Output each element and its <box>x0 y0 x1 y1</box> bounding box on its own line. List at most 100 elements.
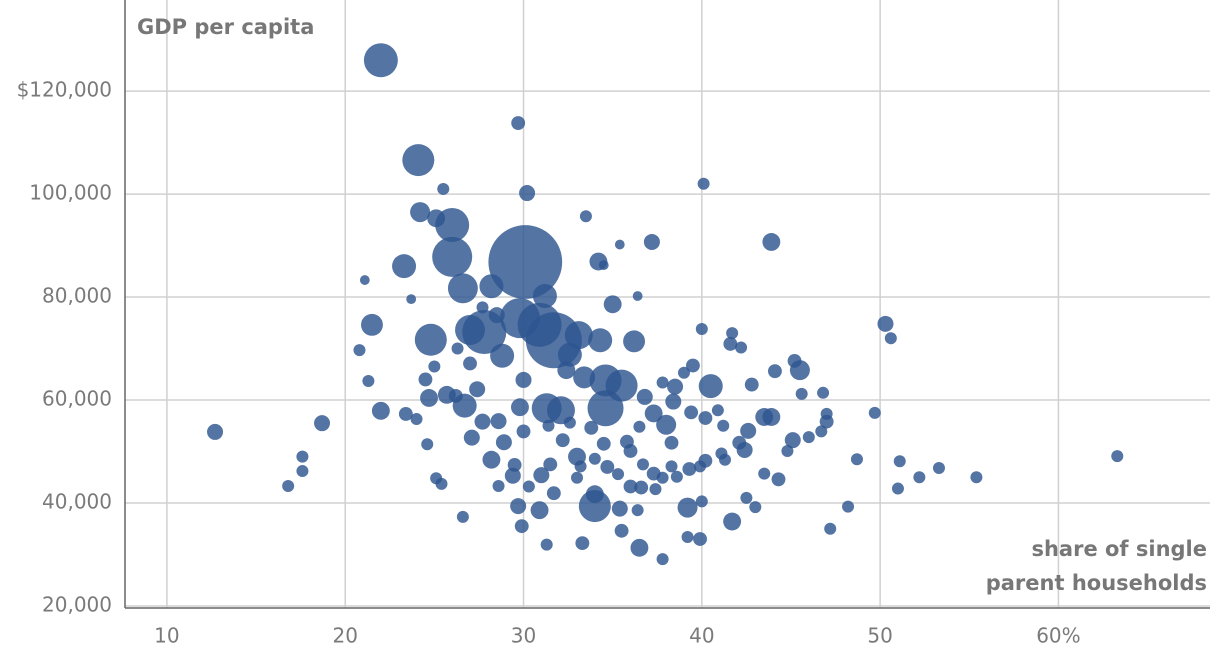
bubbles <box>207 43 1124 566</box>
bubble <box>623 444 638 458</box>
bubble <box>456 510 469 523</box>
y-tick-label: 40,000 <box>42 489 112 513</box>
y-tick-label: 20,000 <box>42 592 112 616</box>
bubble <box>697 177 710 190</box>
bubble <box>359 275 370 285</box>
bubble <box>685 358 700 373</box>
bubble <box>510 498 527 515</box>
bubble <box>644 404 663 423</box>
bubble <box>479 274 504 299</box>
bubble <box>474 413 491 430</box>
bubble <box>762 233 781 251</box>
bubble <box>540 538 553 551</box>
bubble <box>768 364 782 379</box>
bubble <box>649 483 662 496</box>
bubble <box>543 457 558 472</box>
bubble <box>695 322 708 335</box>
bubble <box>656 553 669 566</box>
bubble <box>698 411 713 425</box>
bubble <box>488 225 563 299</box>
bubble <box>482 450 501 469</box>
bubble <box>636 458 649 471</box>
bubble <box>717 419 730 432</box>
bubble <box>695 495 708 508</box>
bubble <box>371 401 390 420</box>
bubble <box>817 386 830 399</box>
bubble <box>353 344 366 357</box>
y-tick-label: $120,000 <box>17 78 112 102</box>
bubble <box>492 479 505 492</box>
bubble <box>421 438 434 451</box>
bubble <box>432 236 473 277</box>
bubble <box>736 441 753 458</box>
bubble <box>490 343 515 368</box>
x-tick-label: 10 <box>154 624 179 648</box>
bubble <box>784 432 801 449</box>
bubble <box>463 356 477 371</box>
y-tick-label: 80,000 <box>42 284 112 308</box>
bubble <box>636 388 653 405</box>
bubble <box>469 381 486 398</box>
bubble <box>868 406 881 419</box>
bubble <box>410 202 431 223</box>
bubble <box>781 444 794 457</box>
bubble <box>693 532 707 546</box>
bubble <box>1111 450 1124 463</box>
bubble <box>451 342 464 355</box>
bubble <box>665 393 682 410</box>
bubble <box>684 405 699 420</box>
bubble <box>600 460 615 474</box>
bubble <box>557 361 576 380</box>
bubble <box>970 471 983 484</box>
bubble <box>427 209 446 228</box>
bubble <box>406 294 417 305</box>
x-tick-label: 20 <box>332 624 357 648</box>
y-tick-label: 60,000 <box>42 387 112 411</box>
bubble <box>815 425 828 438</box>
bubble <box>542 419 555 432</box>
bubble <box>514 519 529 534</box>
bubble <box>740 422 757 439</box>
bubble <box>681 530 694 543</box>
bubble <box>447 273 478 304</box>
y-tick-label: 100,000 <box>29 181 112 205</box>
bubble <box>656 471 669 484</box>
bubble <box>511 116 526 130</box>
bubble <box>802 431 815 444</box>
bubble <box>530 501 549 520</box>
bubble <box>516 424 531 439</box>
bubble <box>795 387 808 400</box>
bubble <box>891 482 904 495</box>
bubble <box>749 501 762 514</box>
bubble <box>711 404 724 417</box>
bubble <box>614 523 629 538</box>
bubble <box>207 423 224 440</box>
bubble <box>410 413 423 426</box>
bubble <box>723 512 742 531</box>
bubble <box>282 479 295 492</box>
bubble <box>623 330 646 353</box>
bubble <box>656 414 677 435</box>
x-axis-label: share of single <box>1031 537 1207 561</box>
bubble <box>771 472 786 487</box>
x-tick-label: 60% <box>1036 624 1080 648</box>
bubble <box>612 468 625 481</box>
bubble <box>428 360 441 373</box>
grid: 10 20 30 40 50 60% 20,000 40,000 60,000 80,000 100… <box>17 0 1210 648</box>
bubble <box>677 497 698 518</box>
bubble <box>585 485 604 504</box>
bubble <box>611 500 628 517</box>
bubble <box>667 378 684 395</box>
bubble <box>633 420 646 433</box>
bubble <box>850 453 863 466</box>
bubble <box>522 480 535 493</box>
bubble <box>448 388 463 403</box>
bubble <box>495 434 512 451</box>
bubble <box>555 433 570 448</box>
bubble <box>488 307 505 324</box>
x-tick-label: 30 <box>511 624 536 648</box>
bubble <box>504 467 521 484</box>
bubble <box>361 313 383 336</box>
bubble <box>664 435 679 450</box>
